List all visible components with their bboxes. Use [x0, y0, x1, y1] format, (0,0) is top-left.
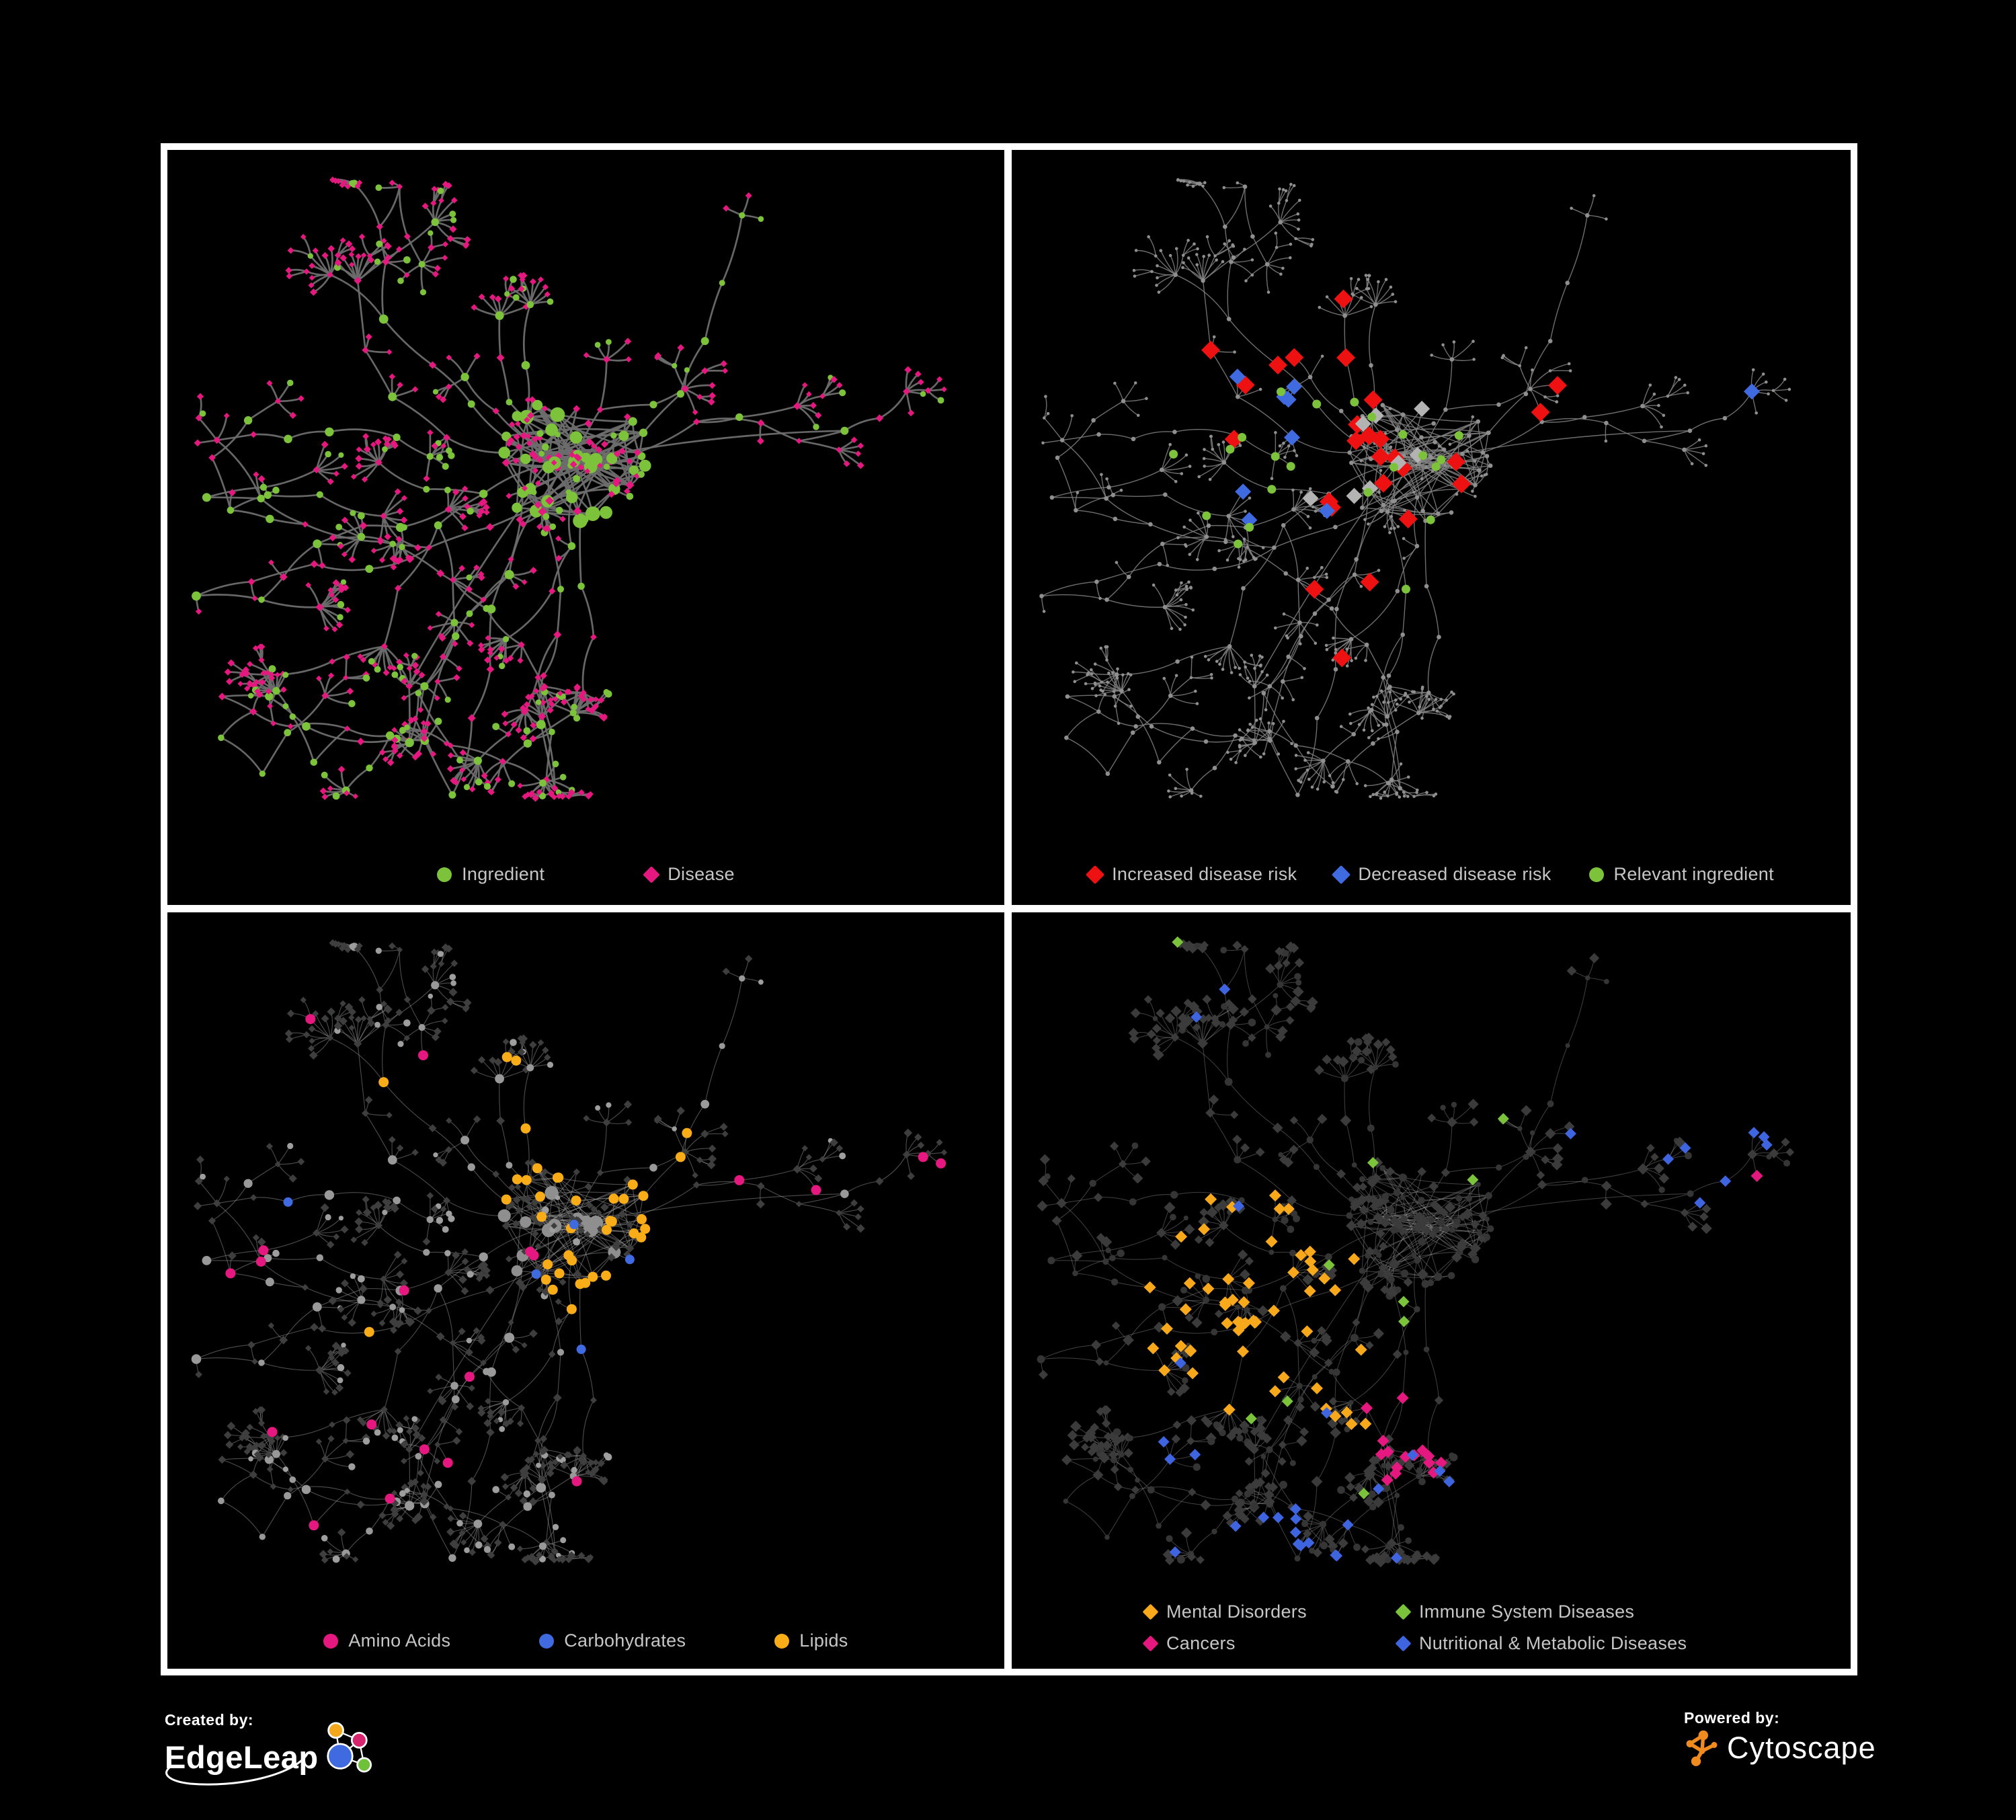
panel-ingredient-disease: Ingredient Disease — [167, 150, 1004, 905]
legend-item-decreased-disease-risk: Decreased disease risk — [1332, 864, 1551, 885]
disease-diamond-icon — [643, 865, 660, 883]
panel-disease-risk: Increased disease risk Decreased disease… — [1012, 150, 1851, 905]
legend-item-increased-disease-risk: Increased disease risk — [1085, 864, 1297, 885]
legend-label: Nutritional & Metabolic Diseases — [1419, 1633, 1687, 1653]
edgeleap-node-blue — [326, 1743, 354, 1770]
legend-label: Decreased disease risk — [1358, 864, 1551, 884]
cancers-diamond-icon — [1142, 1635, 1159, 1652]
legend-item-ingredient: Ingredient — [437, 864, 545, 885]
created-by-label: Created by: — [165, 1711, 254, 1729]
panel-ingredient-classes: Amino Acids Carbohydrates Lipids — [167, 912, 1004, 1669]
legend-item-amino-acids: Amino Acids — [323, 1630, 450, 1651]
nodes-layer — [192, 176, 947, 802]
edges-layer — [1041, 179, 1790, 799]
legend-item-mental-disorders: Mental Disorders — [1142, 1601, 1307, 1622]
legend-item-immune-system-diseases: Immune System Diseases — [1395, 1601, 1635, 1622]
highlight-nodes-layer — [1169, 289, 1760, 668]
increased-risk-diamond-icon — [1085, 865, 1105, 884]
lipids-circle-icon — [774, 1633, 790, 1649]
legend-ingredient-disease: Ingredient Disease — [167, 864, 1004, 885]
legend-item-lipids: Lipids — [774, 1630, 848, 1651]
edgeleap-node-pink — [350, 1732, 368, 1749]
legend-item-carbohydrates: Carbohydrates — [539, 1630, 686, 1651]
legend-item-relevant-ingredient: Relevant ingredient — [1588, 864, 1774, 885]
edgeleap-swoosh-line — [165, 1753, 309, 1786]
legend-item-nutritional-metabolic-diseases: Nutritional & Metabolic Diseases — [1395, 1633, 1687, 1654]
nodes-layer — [1037, 938, 1795, 1568]
legend-label: Cancers — [1166, 1633, 1236, 1653]
legend-label: Amino Acids — [348, 1630, 451, 1651]
amino-acids-circle-icon — [323, 1633, 339, 1649]
mental-disorders-diamond-icon — [1142, 1604, 1159, 1620]
cytoscape-logo-text: Cytoscape — [1727, 1730, 1876, 1765]
highlight-nodes-layer — [1143, 936, 1773, 1564]
legend-label: Relevant ingredient — [1613, 864, 1774, 884]
legend-disease-classes: Mental Disorders Immune System Diseases … — [1142, 1601, 1687, 1654]
legend-label: Immune System Diseases — [1419, 1601, 1635, 1622]
legend-disease-risk: Increased disease risk Decreased disease… — [1012, 864, 1851, 885]
legend-ingredient-classes: Amino Acids Carbohydrates Lipids — [167, 1630, 1004, 1651]
panel-disease-classes: Mental Disorders Immune System Diseases … — [1012, 912, 1851, 1669]
network-grid-frame: Ingredient Disease Increased disease ris… — [161, 143, 1857, 1675]
nodes-layer — [191, 939, 948, 1566]
network-ingredient-disease — [192, 176, 947, 802]
cytoscape-credit: Powered by: Cytoscape — [1684, 1709, 1953, 1783]
ingredient-circle-icon — [437, 867, 452, 882]
legend-label: Mental Disorders — [1166, 1601, 1307, 1622]
network-disease-risk — [1039, 177, 1791, 800]
nutritional-metabolic-diamond-icon — [1395, 1635, 1412, 1652]
legend-label: Ingredient — [462, 864, 545, 884]
relevant-ingredient-circle-icon — [1588, 867, 1604, 882]
immune-system-diamond-icon — [1395, 1604, 1412, 1620]
powered-by-label: Powered by: — [1684, 1709, 1780, 1727]
legend-item-disease: Disease — [643, 864, 735, 885]
carbohydrates-circle-icon — [539, 1633, 555, 1649]
nodes-layer — [1039, 177, 1791, 800]
edgeleap-node-orange — [327, 1722, 344, 1739]
cytoscape-logo-icon — [1686, 1730, 1718, 1766]
decreased-risk-diamond-icon — [1332, 865, 1351, 884]
legend-label: Disease — [668, 864, 735, 884]
network-ingredient-classes — [191, 939, 948, 1566]
legend-label: Increased disease risk — [1112, 864, 1297, 884]
network-disease-classes — [1037, 936, 1795, 1568]
edgeleap-credit: Created by: EdgeLeap — [165, 1711, 380, 1805]
legend-item-cancers: Cancers — [1142, 1633, 1236, 1654]
highlight-nodes-layer — [225, 1014, 946, 1531]
legend-label: Lipids — [799, 1630, 848, 1651]
edgeleap-node-green — [356, 1757, 372, 1773]
edgeleap-logo-icon — [326, 1722, 372, 1773]
legend-label: Carbohydrates — [564, 1630, 686, 1651]
